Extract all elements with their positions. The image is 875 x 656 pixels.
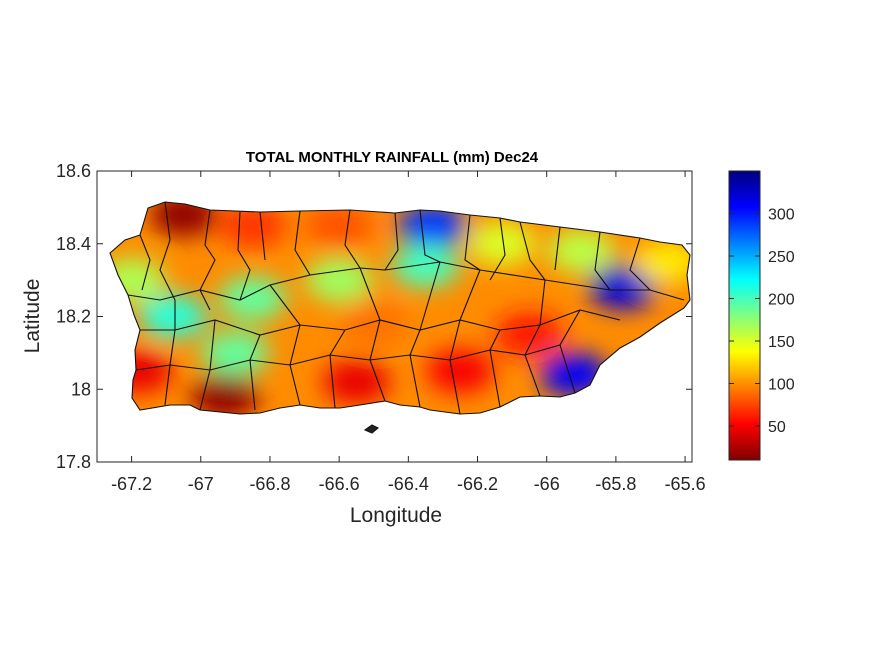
rainfall-hotspot bbox=[339, 301, 408, 346]
rainfall-hotspot bbox=[139, 294, 208, 339]
rainfall-hotspot bbox=[218, 203, 287, 248]
rainfall-hotspot bbox=[426, 349, 495, 394]
colorbar-ticks: 50 100 150 200 250 300 bbox=[729, 207, 795, 436]
rainfall-hotspot bbox=[218, 276, 287, 321]
colorbar-tick-label: 200 bbox=[768, 292, 795, 309]
x-tick-label: -66.6 bbox=[319, 474, 360, 494]
y-axis-label: Latitude bbox=[21, 279, 44, 354]
boundary-lines bbox=[127, 201, 685, 415]
rainfall-hotspot bbox=[398, 203, 467, 248]
y-axis: 17.8 18 18.2 18.4 18.6 bbox=[56, 161, 692, 472]
y-tick-label: 17.8 bbox=[56, 452, 91, 472]
colorbar-tick-label: 150 bbox=[768, 334, 795, 351]
rainfall-hotspot bbox=[391, 243, 460, 288]
colorbar-tick-label: 100 bbox=[768, 377, 795, 394]
x-tick-label: -66.8 bbox=[249, 474, 290, 494]
y-tick-label: 18.2 bbox=[56, 307, 91, 327]
rainfall-hotspot bbox=[495, 312, 564, 357]
rainfall-hotspot bbox=[190, 374, 259, 414]
x-tick-label: -65.6 bbox=[665, 474, 706, 494]
x-axis-label: Longitude bbox=[350, 504, 442, 527]
rainfall-hotspot bbox=[588, 265, 657, 310]
x-tick-label: -66 bbox=[534, 474, 560, 494]
colorbar-scale bbox=[728, 170, 761, 461]
offshore-islet bbox=[363, 424, 379, 434]
y-tick-label: 18.4 bbox=[56, 234, 91, 254]
municipality-boundaries bbox=[109, 201, 691, 434]
colorbar-tick-label: 250 bbox=[768, 249, 795, 266]
chart-title: TOTAL MONTHLY RAINFALL (mm) Dec24 bbox=[246, 149, 539, 166]
rainfall-hotspot bbox=[201, 330, 270, 375]
y-tick-label: 18.6 bbox=[56, 161, 91, 181]
x-axis: -67.2 -67 -66.8 -66.6 -66.4 -66.2 -66 -65.8 -65.… bbox=[111, 171, 706, 494]
rainfall-hotspot bbox=[547, 229, 616, 274]
x-tick-label: -67 bbox=[188, 474, 214, 494]
rainfall-hotspot bbox=[305, 258, 374, 303]
colorbar-tick-label: 300 bbox=[768, 207, 795, 224]
rainfall-hotspot bbox=[305, 203, 374, 248]
x-tick-label: -66.4 bbox=[388, 474, 429, 494]
colorbar-tick-label: 50 bbox=[768, 419, 786, 436]
rainfall-hotspot bbox=[633, 239, 690, 284]
rainfall-hotspot bbox=[467, 221, 536, 266]
x-tick-label: -67.2 bbox=[111, 474, 152, 494]
x-tick-label: -66.2 bbox=[457, 474, 498, 494]
colorbar: 50 100 150 200 250 300 bbox=[728, 170, 795, 461]
x-tick-label: -65.8 bbox=[595, 474, 636, 494]
y-tick-label: 18 bbox=[71, 379, 91, 399]
rainfall-hotspots bbox=[110, 202, 690, 414]
